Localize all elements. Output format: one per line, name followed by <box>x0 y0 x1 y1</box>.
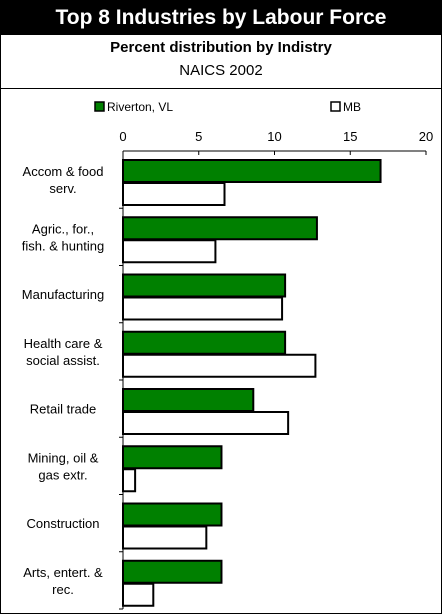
x-tick-label: 10 <box>267 129 281 144</box>
category-label: Mining, oil & <box>28 450 99 465</box>
category-label: Manufacturing <box>22 287 104 302</box>
bar-mb <box>122 582 155 607</box>
category-label: serv. <box>49 181 76 196</box>
bar-mb <box>122 353 317 378</box>
bar-mb <box>122 239 217 264</box>
bar-mb <box>122 296 284 321</box>
legend-label: MB <box>343 100 361 114</box>
x-tick-label: 5 <box>195 129 202 144</box>
bar-mb <box>122 411 290 435</box>
category-label: rec. <box>52 582 74 597</box>
header-separator <box>1 88 441 89</box>
bar-mb <box>122 525 208 550</box>
bar-riverton <box>122 273 287 298</box>
bar-chart: Riverton, VL MB 0 5 10 15 20 Accom & food serv. A… <box>22 100 433 610</box>
x-tick-label: 20 <box>419 129 433 144</box>
chart-title: Top 8 Industries by Labour Force <box>1 1 441 35</box>
bar-riverton <box>122 216 318 241</box>
legend-swatch <box>330 101 341 112</box>
legend-swatch <box>94 101 105 112</box>
legend-label: Riverton, VL <box>107 100 173 114</box>
chart-subtitle-2: NAICS 2002 <box>179 62 263 79</box>
x-tick-label: 0 <box>119 129 126 144</box>
category-label: Arts, entert. & <box>23 565 103 580</box>
chart-subtitle: Percent distribution by Indistry <box>110 39 332 56</box>
bar-riverton <box>122 159 382 183</box>
category-label: gas extr. <box>38 467 87 482</box>
bar-riverton <box>122 388 255 412</box>
category-label: Accom & food <box>23 164 104 179</box>
category-label: Construction <box>27 516 100 531</box>
category-label: fish. & hunting <box>22 238 104 253</box>
bar-riverton <box>122 559 223 584</box>
category-label: Health care & <box>24 336 103 351</box>
category-label: Agric., for., <box>32 221 94 236</box>
category-label: social assist. <box>26 353 100 368</box>
x-tick-label: 15 <box>343 129 357 144</box>
bar-riverton <box>122 502 223 527</box>
bar-mb <box>122 468 137 493</box>
bar-riverton <box>122 445 223 470</box>
bar-mb <box>122 182 226 206</box>
bar-riverton <box>122 330 287 355</box>
category-label: Retail trade <box>30 402 96 417</box>
